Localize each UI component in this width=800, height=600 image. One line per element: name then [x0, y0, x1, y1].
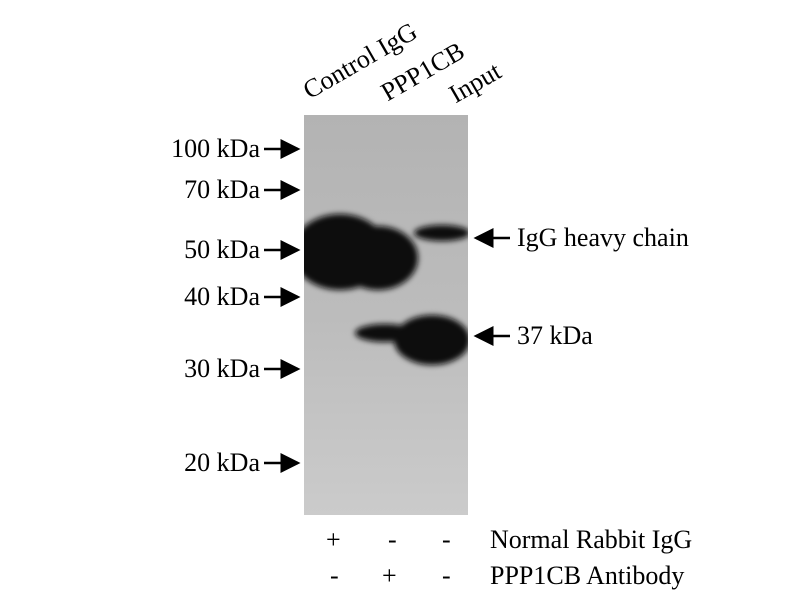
marker-30: 30 kDa — [184, 354, 260, 383]
sign-r1-l3: - — [442, 525, 451, 554]
sign-r2-l3: - — [442, 561, 451, 590]
label-igg-heavy-chain: IgG heavy chain — [517, 223, 689, 252]
marker-40: 40 kDa — [184, 282, 260, 311]
band-input-igg-heavy — [414, 225, 468, 241]
condition-normal-rabbit-igg: Normal Rabbit IgG — [490, 525, 693, 554]
marker-20: 20 kDa — [184, 448, 260, 477]
marker-100: 100 kDa — [171, 134, 260, 163]
sign-r1-l2: - — [388, 525, 397, 554]
sign-r2-l2: + — [382, 561, 397, 590]
marker-70: 70 kDa — [184, 175, 260, 204]
band-input-37kda — [394, 315, 468, 365]
marker-arrows — [264, 139, 510, 473]
membrane — [304, 115, 468, 515]
band-lane2-igg-heavy — [338, 226, 418, 290]
sign-r1-l1: + — [326, 525, 341, 554]
label-37kda: 37 kDa — [517, 321, 593, 350]
sign-r2-l1: - — [330, 561, 339, 590]
condition-ppp1cb-antibody: PPP1CB Antibody — [490, 561, 685, 590]
marker-50: 50 kDa — [184, 235, 260, 264]
